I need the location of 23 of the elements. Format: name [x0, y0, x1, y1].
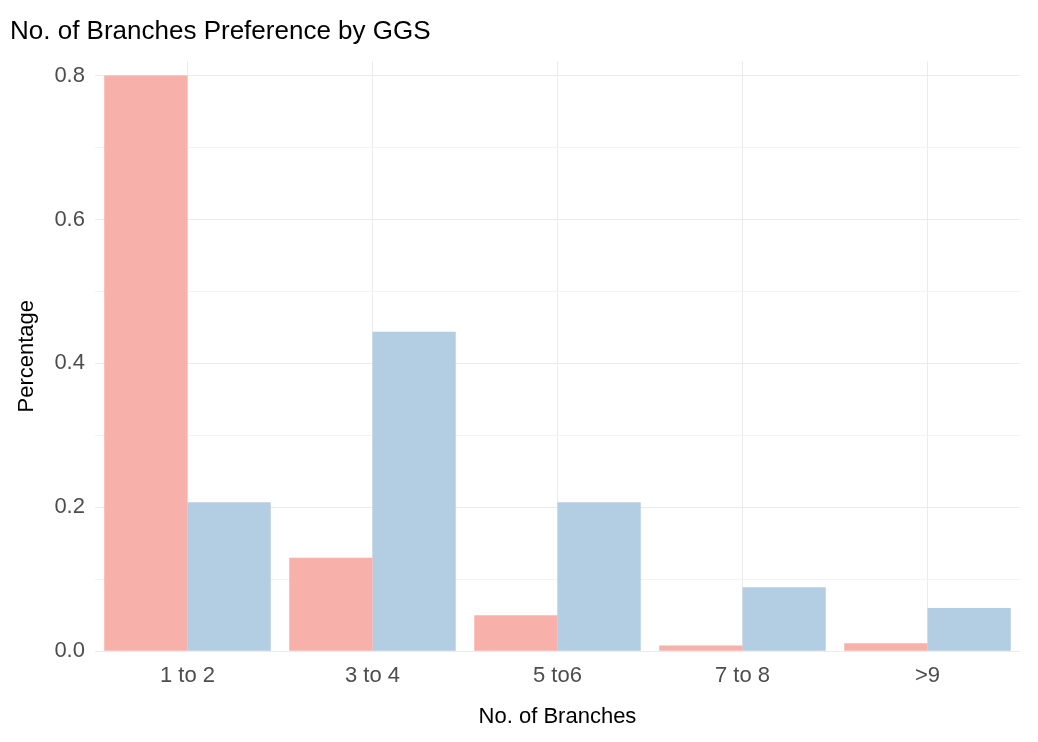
y-tick-label: 0.2	[54, 493, 85, 519]
bar	[557, 502, 641, 651]
x-tick-label: 1 to 2	[159, 662, 216, 688]
bar	[844, 643, 928, 651]
bar	[742, 587, 826, 651]
x-tick-label: >9	[914, 662, 941, 688]
y-tick-label: 0.6	[54, 205, 85, 231]
bar	[104, 75, 188, 651]
x-tick-label: 5 to6	[533, 662, 582, 688]
y-tick-label: 0.8	[54, 61, 85, 87]
y-axis-title: Percentage	[13, 299, 39, 413]
x-axis-title: No. of Branches	[478, 702, 637, 728]
bar	[372, 331, 456, 651]
x-tick-label: 7 to 8	[714, 662, 771, 688]
bar	[927, 608, 1011, 651]
bar	[289, 557, 373, 651]
bar	[659, 645, 743, 651]
bar	[474, 615, 558, 651]
bar	[187, 502, 271, 651]
chart-title: No. of Branches Preference by GGS	[10, 14, 431, 45]
y-tick-label: 0.4	[54, 349, 85, 375]
x-tick-label: 3 to 4	[344, 662, 401, 688]
y-tick-label: 0.0	[54, 637, 85, 663]
